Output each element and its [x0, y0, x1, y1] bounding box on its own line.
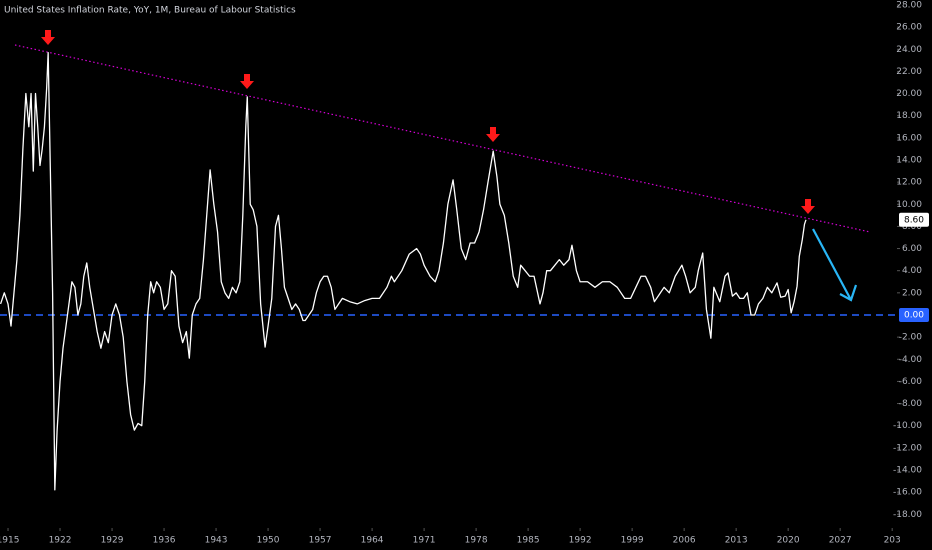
price-label: 0.00 — [904, 310, 924, 320]
y-tick-label: -8.00 — [899, 399, 923, 409]
peak-arrows — [41, 30, 815, 214]
x-tick-label: 1978 — [465, 536, 488, 546]
x-tick-label: 1999 — [621, 536, 644, 546]
y-tick-label: 4.00 — [902, 266, 922, 276]
arrow-head — [839, 284, 858, 302]
y-tick-label: 16.00 — [896, 133, 922, 143]
y-tick-label: -10.00 — [893, 421, 922, 431]
inflation-line — [0, 51, 807, 491]
y-tick-label: 14.00 — [896, 155, 922, 165]
x-tick-label: 1929 — [101, 536, 124, 546]
y-tick-label: -2.00 — [899, 333, 923, 343]
y-tick-label: 6.00 — [902, 244, 922, 254]
y-tick-label: -14.00 — [893, 465, 922, 475]
y-tick-label: 24.00 — [896, 45, 922, 55]
x-tick-label: 1943 — [205, 536, 228, 546]
y-tick-label: 28.00 — [896, 0, 922, 10]
y-tick-label: -12.00 — [893, 443, 922, 453]
x-tick-label: 2006 — [673, 536, 696, 546]
y-tick-label: 22.00 — [896, 67, 922, 77]
y-tick-label: 12.00 — [896, 178, 922, 188]
y-tick-label: -6.00 — [899, 377, 923, 387]
forecast-arrow — [812, 228, 858, 302]
arrow — [41, 30, 55, 45]
y-tick-label: 2.00 — [902, 288, 922, 298]
chart-title: United States Inflation Rate, YoY, 1M, B… — [4, 6, 296, 16]
x-tick-label: 1971 — [413, 536, 436, 546]
x-tick-label: 1992 — [569, 536, 592, 546]
x-tick-label: 1950 — [257, 536, 280, 546]
x-tick-label: 1936 — [153, 536, 176, 546]
arrow — [486, 127, 500, 142]
y-tick-label: -18.00 — [893, 510, 922, 520]
y-tick-label: 20.00 — [896, 89, 922, 99]
y-tick-label: 8.00 — [902, 222, 922, 232]
x-tick-label: 2027 — [829, 536, 852, 546]
y-tick-label: -16.00 — [893, 488, 922, 498]
x-tick-label: 203 — [884, 536, 901, 546]
y-tick-label: 26.00 — [896, 23, 922, 33]
y-tick-label: 18.00 — [896, 111, 922, 121]
y-tick-label: 10.00 — [896, 200, 922, 210]
arrow — [240, 74, 254, 89]
price-label-box — [899, 212, 929, 227]
arrow — [801, 199, 815, 214]
x-tick-label: 2020 — [777, 536, 800, 546]
y-tick-label: -4.00 — [899, 355, 923, 365]
x-tick-label: 1985 — [517, 536, 540, 546]
x-tick-label: 1915 — [0, 536, 19, 546]
arrow-shaft — [812, 228, 852, 301]
price-label: 8.60 — [904, 215, 924, 225]
x-tick-label: 1922 — [49, 536, 72, 546]
x-tick-label: 1964 — [361, 536, 384, 546]
x-tick-label: 2013 — [725, 536, 748, 546]
x-tick-label: 1957 — [309, 536, 332, 546]
price-label-box — [899, 307, 929, 322]
trend-line — [14, 44, 871, 233]
